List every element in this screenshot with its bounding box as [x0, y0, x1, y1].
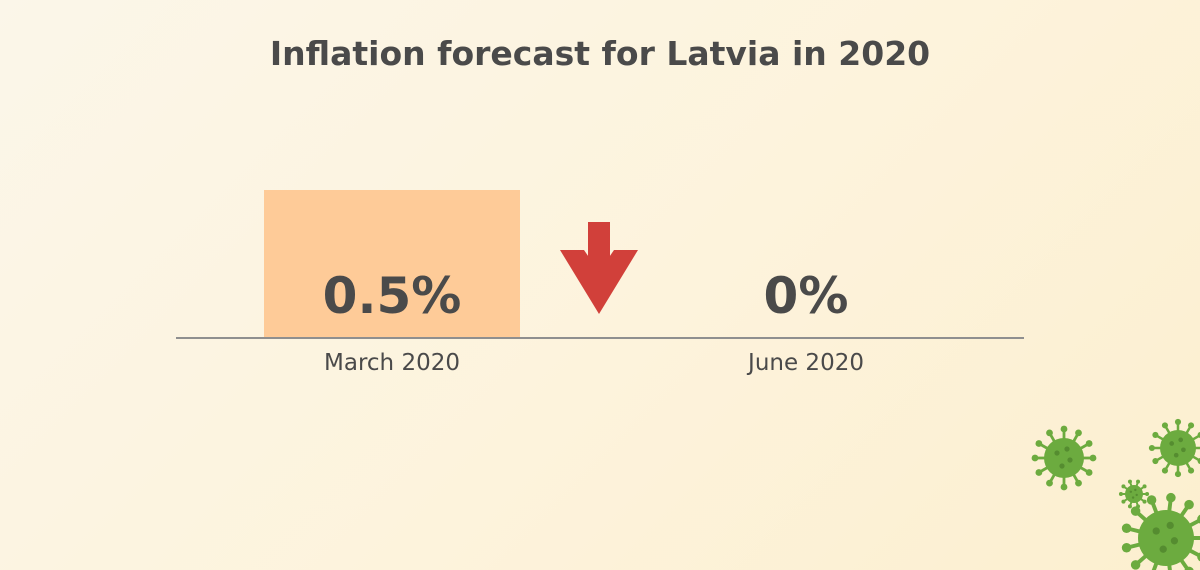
- virus-icon: [1121, 492, 1200, 570]
- labels: 0.5% March 2020 0% June 2020: [323, 267, 864, 376]
- virus-icon: [1031, 425, 1097, 491]
- category-label-1: March 2020: [324, 350, 460, 376]
- virus-decor: [1031, 418, 1200, 570]
- down-arrow-icon: [560, 222, 638, 314]
- bar-1: [264, 190, 520, 338]
- value-label-1: 0.5%: [323, 267, 462, 325]
- bars: [264, 190, 520, 338]
- category-label-2: June 2020: [746, 350, 864, 376]
- virus-icon: [1118, 479, 1150, 509]
- value-label-2: 0%: [764, 267, 849, 325]
- virus-icon: [1148, 418, 1200, 478]
- chart-title: Inflation forecast for Latvia in 2020: [269, 34, 931, 73]
